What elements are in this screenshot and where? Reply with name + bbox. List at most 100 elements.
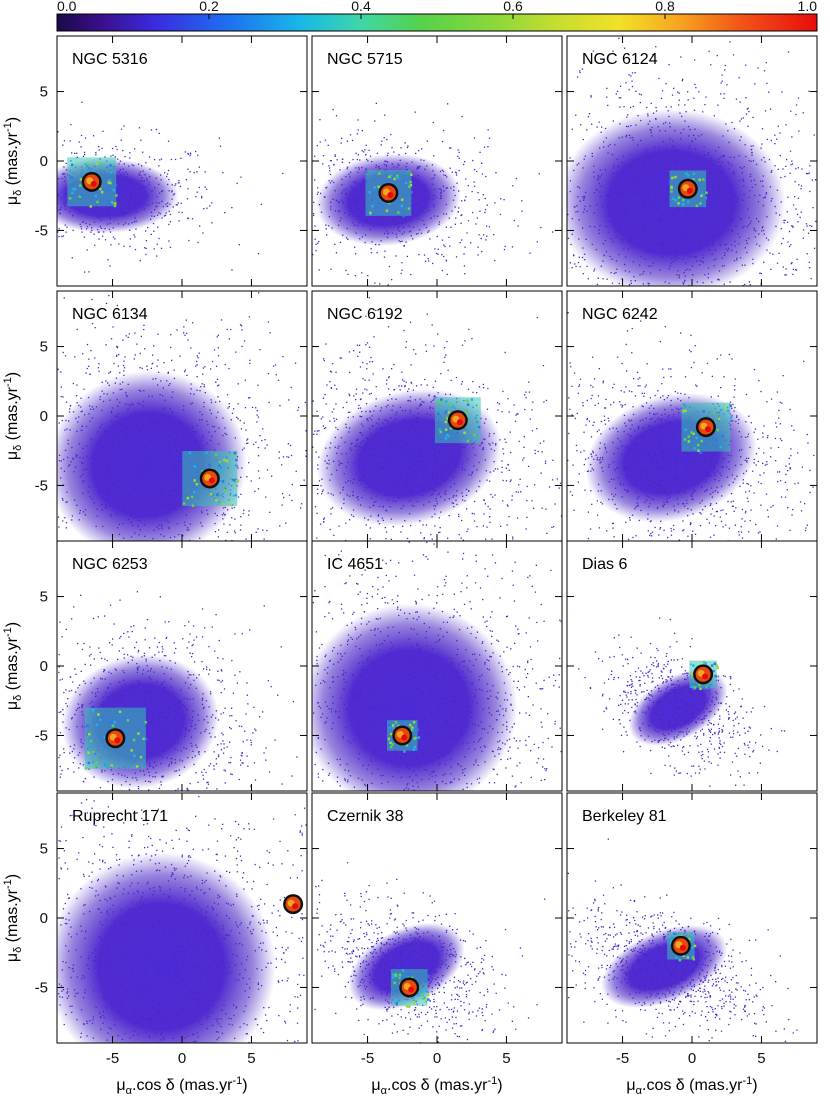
- panel-ticks: [312, 793, 562, 1043]
- panel-ticks: [567, 36, 817, 286]
- cluster-marker: [387, 720, 421, 753]
- panel-ticks: [57, 291, 307, 541]
- panel-ticks: [312, 36, 562, 286]
- x-tick-label: 0: [688, 1050, 696, 1067]
- y-axis-label: μδ (mas.yr-1): [2, 372, 24, 460]
- panel-background: [567, 793, 817, 1043]
- panel-title: NGC 6134: [72, 306, 148, 323]
- x-tick-label: -5: [616, 1050, 629, 1067]
- panel: NGC 6134 5 0 -5: [35, 290, 308, 542]
- colorbar-ticks: 0.0 0.2 0.4 0.6 0.8 1.0: [56, 0, 818, 19]
- x-tick-label: 0: [433, 1050, 441, 1067]
- panel-ticks: [312, 541, 562, 791]
- colorbar-tick-label: 0.8: [655, 0, 675, 14]
- panel-title: NGC 6242: [582, 306, 658, 323]
- colorbar-tick-label: 0.4: [351, 0, 371, 14]
- field-stars: [314, 862, 546, 1043]
- panel-plot-area: [314, 862, 546, 1043]
- y-tick-label: 5: [40, 589, 48, 606]
- panel-plot-area: [57, 292, 307, 541]
- axis-labels: μα.cos δ (mas.yr-1) μα.cos δ (mas.yr-1) μα…: [2, 117, 758, 1097]
- cluster-marker: [689, 660, 719, 691]
- x-tick-label: 0: [178, 1050, 186, 1067]
- cluster-marker: [434, 397, 481, 444]
- y-tick-label: -5: [35, 477, 48, 494]
- panel-plot-area: [578, 617, 786, 787]
- cluster-marker: [67, 157, 118, 208]
- panel: Dias 6: [566, 540, 818, 792]
- cluster-marker: [365, 170, 413, 218]
- field-density: [348, 922, 465, 1011]
- panels: NGC 5316 5 0 -5 NGC 5715 NGC 6124 NGC 6134 5 0 -5…: [35, 35, 818, 1067]
- field-stars: [578, 617, 786, 787]
- y-tick-label: -5: [35, 979, 48, 996]
- y-axis-label: μδ (mas.yr-1): [2, 622, 24, 710]
- panel-title: NGC 5316: [72, 51, 148, 68]
- field-density: [57, 370, 247, 541]
- x-tick-label: -5: [361, 1050, 374, 1067]
- field-stars: [58, 795, 307, 1043]
- cluster-marker: [667, 932, 697, 962]
- panel: NGC 6124: [566, 35, 818, 287]
- y-tick-label: 5: [40, 84, 48, 101]
- field-density: [312, 603, 518, 791]
- x-axis-label: μα.cos δ (mas.yr-1): [626, 1075, 757, 1097]
- panel-plot-area: [58, 591, 298, 791]
- colorbar-tick-label: 0.0: [57, 0, 77, 14]
- panel-ticks: [312, 291, 562, 541]
- panel-plot-area: [312, 541, 562, 791]
- field-stars: [567, 838, 798, 1043]
- panel: Berkeley 81 -5 0 5: [566, 792, 818, 1067]
- y-tick-label: 0: [40, 658, 48, 675]
- panel-title: NGC 6124: [582, 51, 658, 68]
- panel: NGC 5715: [311, 35, 563, 287]
- cluster-marker: [182, 451, 240, 507]
- x-axis-label: μα.cos δ (mas.yr-1): [371, 1075, 502, 1097]
- colorbar-gradient: [56, 13, 818, 32]
- panel: Czernik 38 -5 0 5: [311, 792, 563, 1067]
- colorbar-tick-label: 0.6: [503, 0, 523, 14]
- panel-ticks: [57, 36, 307, 286]
- panel: NGC 6253 5 0 -5: [35, 540, 308, 792]
- panel-title: NGC 5715: [327, 51, 403, 68]
- x-axis-label: μα.cos δ (mas.yr-1): [116, 1075, 247, 1097]
- y-tick-label: -5: [35, 222, 48, 239]
- panel-title: Czernik 38: [327, 808, 404, 825]
- panel: Ruprecht 171 5 0 -5 -5 0 5: [35, 792, 308, 1067]
- panel: NGC 6192: [311, 290, 563, 542]
- panel-plot-area: [57, 795, 307, 1043]
- panel-plot-area: [567, 37, 817, 286]
- panel-title: Berkeley 81: [582, 808, 667, 825]
- y-axis-label: μδ (mas.yr-1): [2, 117, 24, 205]
- panel-ticks: [57, 541, 307, 791]
- y-tick-label: 5: [40, 841, 48, 858]
- cluster-marker: [681, 402, 733, 455]
- panel-background: [312, 36, 562, 286]
- panel-title: Dias 6: [582, 556, 627, 573]
- panel-plot-area: [57, 101, 284, 273]
- panel-plot-area: [567, 838, 798, 1043]
- colorbar-tick-label: 1.0: [798, 0, 818, 14]
- panel: NGC 6242: [566, 290, 818, 542]
- field-stars: [312, 541, 562, 791]
- colorbar: 0.0 0.2 0.4 0.6 0.8 1.0: [56, 0, 818, 32]
- panel-title: Ruprecht 171: [72, 808, 168, 825]
- panel-ticks: [567, 793, 817, 1043]
- panel-ticks: [567, 291, 817, 541]
- cluster-marker: [669, 170, 708, 208]
- y-tick-label: 5: [40, 339, 48, 356]
- panel-title: NGC 6192: [327, 306, 403, 323]
- panel-ticks: [567, 541, 817, 791]
- colorbar-tick-label: 0.2: [199, 0, 219, 14]
- cluster-marker: [84, 707, 148, 770]
- y-tick-label: 0: [40, 153, 48, 170]
- x-tick-label: 5: [502, 1050, 510, 1067]
- panel-plot-area: [567, 312, 817, 541]
- panel-plot-area: [312, 297, 562, 541]
- y-tick-label: -5: [35, 727, 48, 744]
- x-tick-label: 5: [247, 1050, 255, 1067]
- panel-background: [312, 793, 562, 1043]
- panel-title: NGC 6253: [72, 556, 148, 573]
- panel-ticks: [57, 793, 307, 1043]
